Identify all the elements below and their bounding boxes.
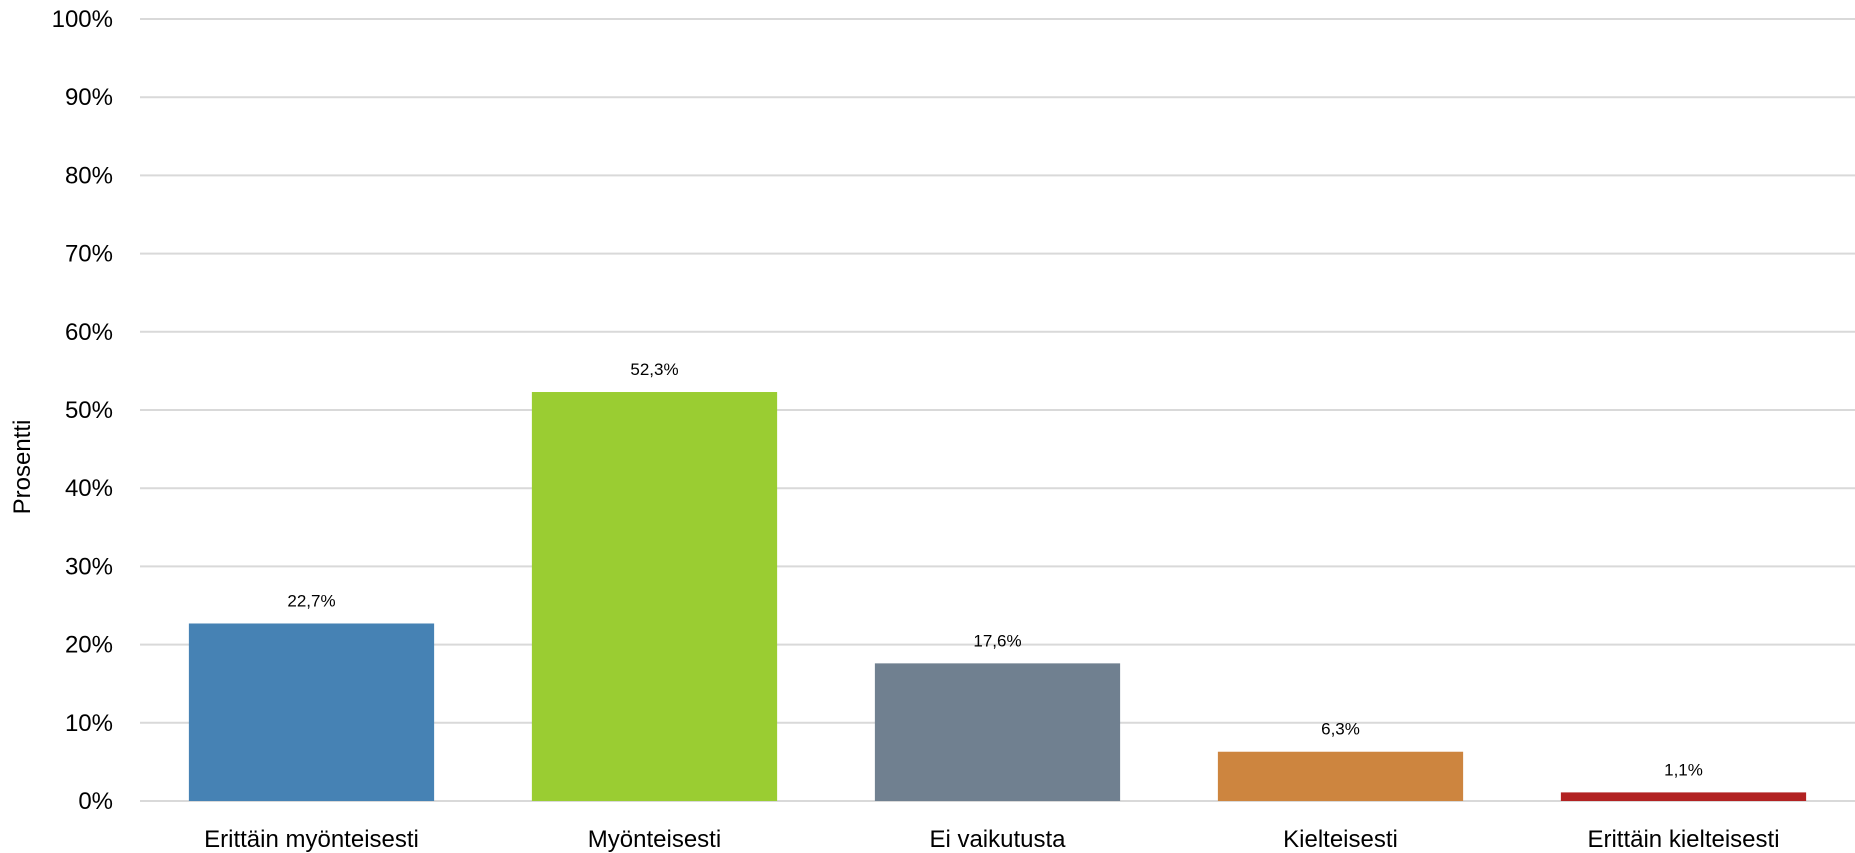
y-tick-label: 20% bbox=[65, 632, 113, 659]
bar bbox=[188, 623, 435, 801]
y-tick-label: 70% bbox=[65, 241, 113, 268]
x-tick-label: Erittäin myönteisesti bbox=[204, 826, 419, 853]
x-axis-categories: Erittäin myönteisesti Myönteisesti Ei vaik… bbox=[204, 826, 1779, 853]
data-labels: 22,7% 52,3% 17,6% 6,3% 1,1% bbox=[287, 360, 1702, 779]
y-axis-ticks: 0% 10% 20% 30% 40% 50% 60% 70% 80% 90% 100% bbox=[52, 6, 113, 815]
x-tick-label: Erittäin kielteisesti bbox=[1587, 826, 1779, 853]
data-label: 6,3% bbox=[1321, 720, 1360, 739]
y-tick-label: 60% bbox=[65, 319, 113, 346]
bar bbox=[874, 663, 1121, 801]
x-tick-label: Ei vaikutusta bbox=[929, 826, 1066, 853]
x-tick-label: Myönteisesti bbox=[588, 826, 721, 853]
y-tick-label: 50% bbox=[65, 397, 113, 424]
y-tick-label: 0% bbox=[78, 788, 113, 815]
y-tick-label: 40% bbox=[65, 475, 113, 502]
y-axis-title: Prosentti bbox=[9, 420, 36, 515]
bar bbox=[1560, 792, 1807, 801]
data-label: 1,1% bbox=[1664, 760, 1703, 779]
x-tick-label: Kielteisesti bbox=[1283, 826, 1398, 853]
bars bbox=[188, 392, 1807, 801]
y-tick-label: 80% bbox=[65, 162, 113, 189]
y-tick-label: 100% bbox=[52, 6, 113, 33]
data-label: 22,7% bbox=[287, 591, 335, 610]
bar bbox=[1217, 751, 1464, 801]
y-tick-label: 10% bbox=[65, 710, 113, 737]
y-tick-label: 30% bbox=[65, 553, 113, 580]
bar bbox=[531, 392, 778, 801]
data-label: 52,3% bbox=[630, 360, 678, 379]
y-tick-label: 90% bbox=[65, 84, 113, 111]
data-label: 17,6% bbox=[973, 631, 1021, 650]
